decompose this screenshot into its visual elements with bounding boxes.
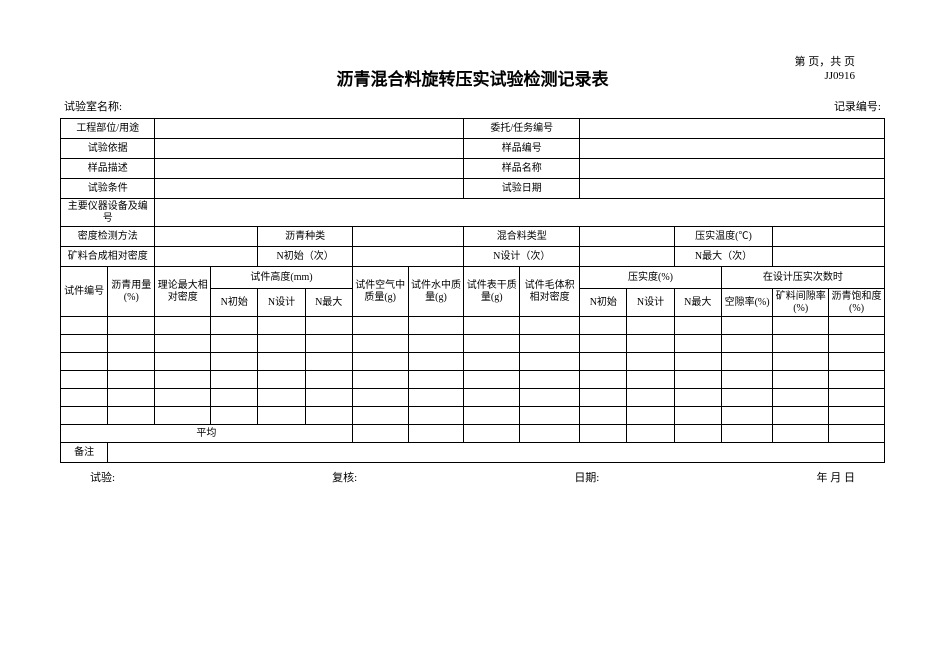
col-mass-air: 试件空气中质量(g) xyxy=(352,267,408,317)
value-sample-no[interactable] xyxy=(580,139,885,159)
col-comp-ndesign: N设计 xyxy=(627,289,674,317)
info-row-3: 样品描述 样品名称 xyxy=(61,159,885,179)
main-table: 工程部位/用途 委托/任务编号 试验依据 样品编号 样品描述 样品名称 试验条件… xyxy=(60,118,885,463)
col-bulk-density: 试件毛体积相对密度 xyxy=(520,267,580,317)
col-vfa: 沥青饱和度(%) xyxy=(829,289,885,317)
p1c1-val[interactable] xyxy=(155,227,258,247)
label-basis: 试验依据 xyxy=(61,139,155,159)
label-instr: 主要仪器设备及编号 xyxy=(61,199,155,227)
col-comp-ninit: N初始 xyxy=(580,289,627,317)
label-cond: 试验条件 xyxy=(61,179,155,199)
footer-review: 复核: xyxy=(332,469,357,485)
form-number: JJ0916 xyxy=(795,69,856,83)
page-indicator: 第 页，共 页 xyxy=(795,55,856,69)
p2c2-val[interactable] xyxy=(352,247,464,267)
footer-date-format: 年 月 日 xyxy=(816,469,855,485)
footer-test: 试验: xyxy=(90,469,115,485)
col-comp-nmax: N最大 xyxy=(674,289,721,317)
p2c2-label: N初始（次） xyxy=(258,247,352,267)
col-asphalt: 沥青用量(%) xyxy=(108,267,155,317)
p2c3-val[interactable] xyxy=(580,247,674,267)
info-row-5: 主要仪器设备及编号 xyxy=(61,199,885,227)
value-project[interactable] xyxy=(155,119,464,139)
col-theory-density: 理论最大相对密度 xyxy=(155,267,211,317)
p1c2-val[interactable] xyxy=(352,227,464,247)
col-spec-no: 试件编号 xyxy=(61,267,108,317)
value-basis[interactable] xyxy=(155,139,464,159)
col-header-row-1: 试件编号 沥青用量(%) 理论最大相对密度 试件高度(mm) 试件空气中质量(g… xyxy=(61,267,885,289)
table-row xyxy=(61,407,885,425)
footer-date-label: 日期: xyxy=(574,469,599,485)
label-desc: 样品描述 xyxy=(61,159,155,179)
col-h-ninit: N初始 xyxy=(211,289,258,317)
col-h-nmax: N最大 xyxy=(305,289,352,317)
table-row xyxy=(61,317,885,335)
remark-row: 备注 xyxy=(61,443,885,463)
p1c3-label: 混合料类型 xyxy=(464,227,580,247)
value-instr[interactable] xyxy=(155,199,885,227)
info-row-1: 工程部位/用途 委托/任务编号 xyxy=(61,119,885,139)
p1c2-label: 沥青种类 xyxy=(258,227,352,247)
label-sample-name: 样品名称 xyxy=(464,159,580,179)
page-title: 沥青混合料旋转压实试验检测记录表 xyxy=(60,65,885,90)
label-entrust: 委托/任务编号 xyxy=(464,119,580,139)
col-mass-water: 试件水中质量(g) xyxy=(408,267,464,317)
label-project: 工程部位/用途 xyxy=(61,119,155,139)
table-row xyxy=(61,335,885,353)
col-void: 空隙率(%) xyxy=(721,289,773,317)
col-mass-ssd: 试件表干质量(g) xyxy=(464,267,520,317)
record-no-label: 记录编号: xyxy=(834,98,881,114)
p1c1-label: 密度检测方法 xyxy=(61,227,155,247)
param-row-2: 矿料合成相对密度 N初始（次） N设计（次） N最大（次） xyxy=(61,247,885,267)
col-compaction-grp: 压实度(%) xyxy=(580,267,722,289)
param-row-1: 密度检测方法 沥青种类 混合料类型 压实温度(℃) xyxy=(61,227,885,247)
p1c4-label: 压实温度(℃) xyxy=(674,227,773,247)
p2c4-label: N最大（次） xyxy=(674,247,773,267)
p2c1-label: 矿料合成相对密度 xyxy=(61,247,155,267)
p1c3-val[interactable] xyxy=(580,227,674,247)
col-height-grp: 试件高度(mm) xyxy=(211,267,353,289)
value-cond[interactable] xyxy=(155,179,464,199)
avg-label: 平均 xyxy=(61,425,353,443)
value-entrust[interactable] xyxy=(580,119,885,139)
info-row-2: 试验依据 样品编号 xyxy=(61,139,885,159)
average-row: 平均 xyxy=(61,425,885,443)
remark-label: 备注 xyxy=(61,443,108,463)
info-row-4: 试验条件 试验日期 xyxy=(61,179,885,199)
value-test-date[interactable] xyxy=(580,179,885,199)
label-test-date: 试验日期 xyxy=(464,179,580,199)
p1c4-val[interactable] xyxy=(773,227,885,247)
label-sample-no: 样品编号 xyxy=(464,139,580,159)
value-desc[interactable] xyxy=(155,159,464,179)
p2c1-val[interactable] xyxy=(155,247,258,267)
value-sample-name[interactable] xyxy=(580,159,885,179)
col-design-grp: 在设计压实次数时 xyxy=(721,267,884,289)
table-row xyxy=(61,389,885,407)
remark-value[interactable] xyxy=(108,443,885,463)
col-h-ndesign: N设计 xyxy=(258,289,305,317)
table-row xyxy=(61,353,885,371)
col-vma: 矿料间隙率(%) xyxy=(773,289,829,317)
p2c4-val[interactable] xyxy=(773,247,885,267)
p2c3-label: N设计（次） xyxy=(464,247,580,267)
lab-name-label: 试验室名称: xyxy=(64,98,122,114)
table-row xyxy=(61,371,885,389)
